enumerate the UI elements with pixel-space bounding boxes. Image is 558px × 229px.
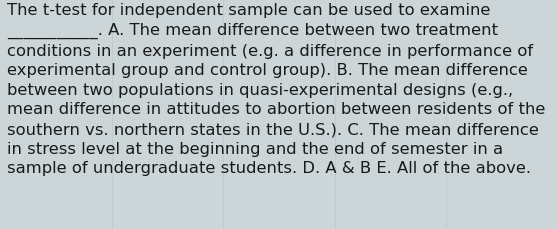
Text: The t-test for independent sample can be used to examine
___________. A. The mea: The t-test for independent sample can be…: [7, 3, 546, 175]
